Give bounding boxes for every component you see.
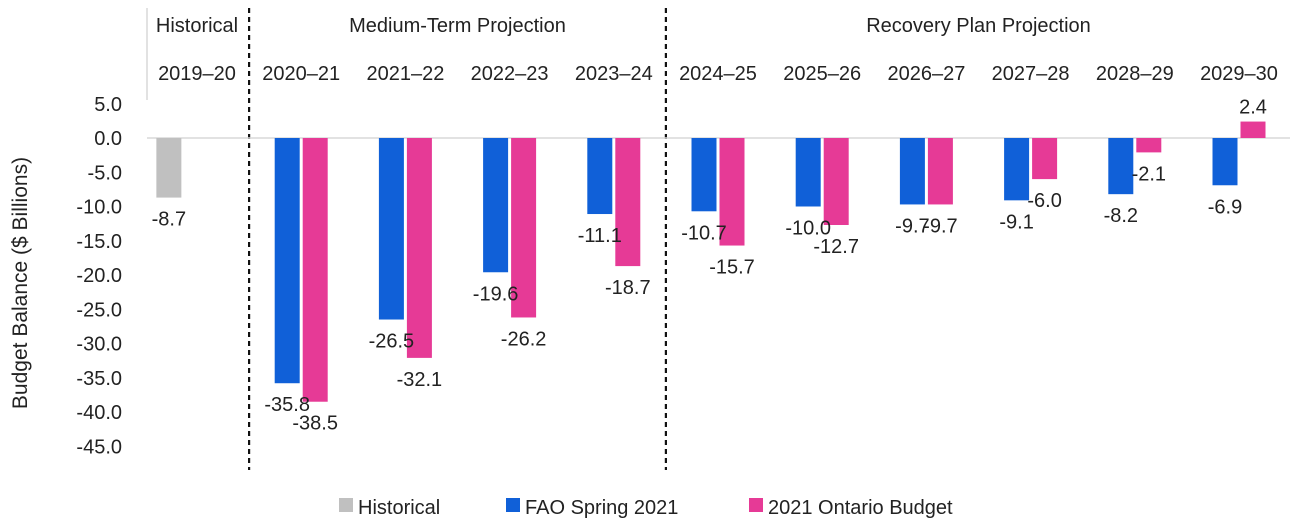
bar-value-label: -6.0 [1027,190,1061,212]
bar [823,138,849,225]
bar [274,138,300,384]
y-tick-label: -25.0 [76,299,122,321]
bar-value-label: -38.5 [292,413,338,435]
bars [156,121,1266,402]
category-label: 2024–25 [679,63,757,85]
bar-value-label: 2.4 [1239,97,1267,119]
bar-value-label: -9.7 [895,215,929,237]
period-header: Medium-Term Projection [349,15,566,37]
bar-value-label: -19.6 [473,283,519,305]
bar [1108,138,1134,195]
legend-label: 2021 Ontario Budget [768,497,953,519]
bar-value-label: -32.1 [397,369,443,391]
bar [1136,138,1162,153]
y-tick-label: -45.0 [76,436,122,458]
bar [927,138,953,205]
bar-value-label: -9.7 [923,215,957,237]
category-labels: 2019–20 2020–21 2021–22 2022–23 2023–24 2024–… [158,63,1278,85]
bar [691,138,717,212]
legend-label: FAO Spring 2021 [525,497,678,519]
category-label: 2019–20 [158,63,236,85]
bar-value-label: -11.1 [578,225,622,247]
bar-value-label: -9.1 [999,211,1033,233]
bar-value-label: -12.7 [813,236,859,258]
value-labels: -8.7 -35.8-38.5 -26.5 -32.1 -19.6 -26.2 -11.1 -… [152,97,1267,435]
bar [378,138,404,320]
bar [587,138,613,215]
bar [1004,138,1030,201]
period-header: Historical [156,15,238,37]
bar [1212,138,1238,186]
category-label: 2023–24 [575,63,653,85]
category-label: 2020–21 [262,63,340,85]
bar-value-label: -8.2 [1104,205,1138,227]
legend-swatch [339,498,353,512]
bar [156,138,182,198]
bar-value-label: -26.5 [369,331,415,353]
bar [1240,121,1266,138]
bar-value-label: -35.8 [264,394,310,416]
bar-value-label: -26.2 [501,328,547,350]
bar [406,138,432,358]
legend-swatch [506,498,520,512]
y-tick-label: -40.0 [76,402,122,424]
bar-value-label: -2.1 [1132,163,1166,185]
bar [795,138,821,207]
y-tick-label: 0.0 [94,128,122,150]
bar [302,138,328,402]
y-tick-label: -15.0 [76,231,122,253]
y-tick-label: -10.0 [76,197,122,219]
category-label: 2029–30 [1200,63,1278,85]
legend: Historical FAO Spring 2021 2021 Ontario Bu… [339,497,953,519]
bar-value-label: -8.7 [152,209,186,231]
bar [511,138,537,318]
period-header: Recovery Plan Projection [866,15,1091,37]
category-label: 2022–23 [471,63,549,85]
bar [719,138,745,246]
bar-value-label: -18.7 [605,277,651,299]
y-axis-title: Budget Balance ($ Billions) [9,157,32,409]
y-tick-label: 5.0 [94,94,122,116]
y-tick-label: -30.0 [76,334,122,356]
category-label: 2021–22 [366,63,444,85]
bar-value-label: -6.9 [1208,196,1242,218]
y-tick-label: -20.0 [76,265,122,287]
bar [1032,138,1058,180]
y-tick-label: -5.0 [88,162,122,184]
category-label: 2026–27 [887,63,965,85]
category-label: 2028–29 [1096,63,1174,85]
bar-value-label: -10.7 [681,222,727,244]
bar-value-label: -10.0 [785,218,831,240]
y-axis: 5.0 0.0 -5.0 -10.0 -15.0 -20.0 -25.0 -30.0 -35.0… [76,8,1290,458]
category-label: 2027–28 [992,63,1070,85]
bar-value-label: -15.7 [709,257,755,279]
legend-label: Historical [358,497,440,519]
period-headers: Historical Medium-Term Projection Recovery… [156,15,1091,37]
period-dividers [248,8,668,470]
bar [899,138,925,205]
category-label: 2025–26 [783,63,861,85]
legend-swatch [749,498,763,512]
bar [615,138,641,267]
bar [483,138,509,273]
y-tick-label: -35.0 [76,368,122,390]
